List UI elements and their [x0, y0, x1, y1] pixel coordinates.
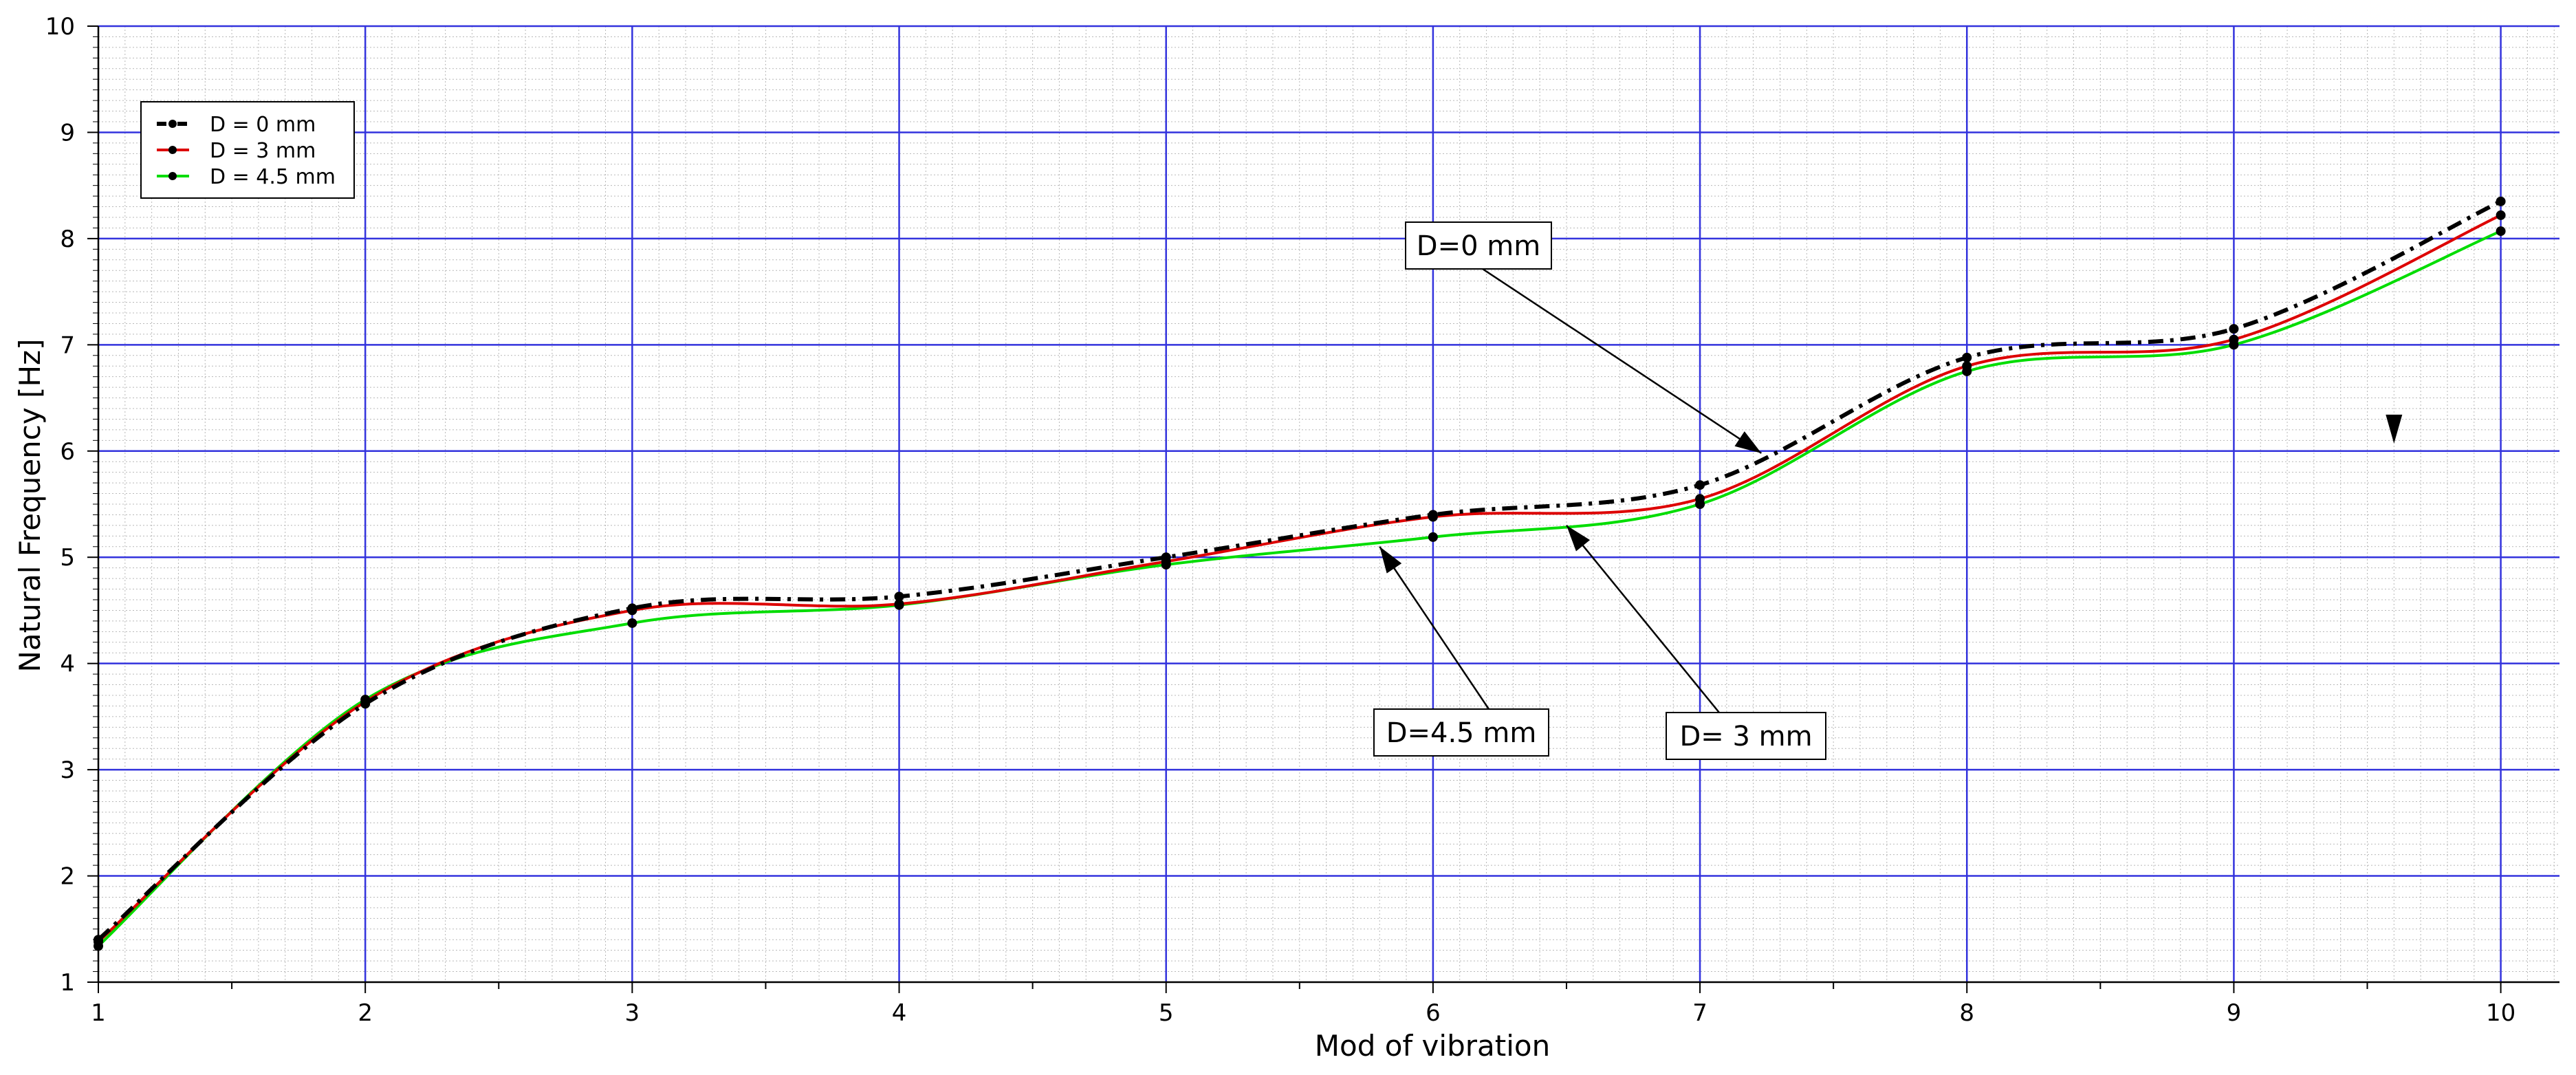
- data-point-s0: [1428, 510, 1438, 520]
- series-line-0: [97, 199, 2502, 942]
- x-tick-label: 9: [2227, 999, 2242, 1027]
- x-tick-label: 8: [1959, 999, 1974, 1027]
- annotations: D=0 mm D= 3 mm D=4.5 mm: [1373, 221, 2403, 760]
- x-tick-label: 3: [625, 999, 640, 1027]
- annotation-box: [1666, 712, 1826, 760]
- annotation-arrowhead: [1734, 431, 1762, 453]
- stray-triangle-marker: [2386, 414, 2403, 444]
- major-grid: [98, 25, 2559, 982]
- x-tick-label: 10: [2486, 999, 2515, 1027]
- series-lines: [94, 196, 2506, 951]
- data-point-s0: [2496, 196, 2506, 206]
- legend-label-d3: D = 3 mm: [210, 139, 316, 163]
- annotation-label: D= 3 mm: [1679, 721, 1812, 752]
- y-tick-label: 4: [60, 651, 75, 678]
- data-point-s0: [1962, 352, 1972, 362]
- legend: D = 0 mm D = 3 mm D = 4.5 mm: [140, 101, 355, 199]
- x-tick-label: 2: [358, 999, 373, 1027]
- y-tick-label: 1: [60, 969, 75, 997]
- y-tick-label: 10: [45, 13, 75, 41]
- legend-marker-d0: [168, 120, 177, 128]
- x-tick-label: 7: [1692, 999, 1707, 1027]
- tick-labels: 1 2 3 4 5 6 7 8 9 10 1 2 3 4 5 6 7 8 9 10: [45, 13, 2515, 1027]
- annotation-box: [1405, 221, 1552, 270]
- annotation-arrowhead: [1566, 525, 1591, 552]
- annotation-arrowhead: [1379, 546, 1402, 574]
- x-axis-title: Mod of vibration: [1315, 1029, 1550, 1063]
- annotation-arrow: [1379, 546, 1490, 710]
- data-point-s0: [2229, 324, 2239, 334]
- data-point-s1: [2229, 334, 2239, 345]
- axes: [87, 25, 2559, 993]
- data-point-s0: [894, 591, 904, 602]
- data-point-s2: [627, 618, 637, 628]
- y-tick-label: 9: [60, 119, 75, 146]
- data-point-s1: [1695, 494, 1705, 504]
- annotation-label: D=0 mm: [1417, 230, 1540, 262]
- data-point-s1: [894, 599, 904, 609]
- legend-label-d0: D = 0 mm: [210, 113, 316, 137]
- y-tick-label: 6: [60, 438, 75, 466]
- x-tick-label: 4: [892, 999, 907, 1027]
- y-tick-label: 3: [60, 757, 75, 784]
- annotation-box: [1373, 708, 1549, 757]
- y-tick-label: 8: [60, 226, 75, 253]
- x-tick-label: 1: [91, 999, 106, 1027]
- data-point-s0: [94, 935, 103, 945]
- data-point-s0: [1695, 480, 1705, 490]
- annotation-arrow: [1482, 268, 1762, 454]
- data-point-s1: [2496, 210, 2506, 220]
- y-tick-label: 5: [60, 544, 75, 572]
- x-tick-label: 6: [1426, 999, 1441, 1027]
- y-tick-label: 2: [60, 863, 75, 891]
- minor-grid: [98, 25, 2559, 983]
- legend-label-d45: D = 4.5 mm: [210, 165, 336, 189]
- legend-marker-d3: [168, 146, 177, 154]
- data-point-s2: [2496, 226, 2506, 237]
- y-axis-title: Natural Frequency [Hz]: [13, 339, 47, 673]
- data-point-s0: [627, 603, 637, 613]
- data-point-s0: [360, 699, 371, 709]
- data-point-s0: [1161, 552, 1171, 563]
- x-tick-label: 5: [1159, 999, 1174, 1027]
- annotation-label: D=4.5 mm: [1386, 717, 1537, 749]
- data-point-s2: [1428, 532, 1438, 542]
- legend-marker-d45: [168, 172, 177, 180]
- data-point-s1: [1962, 361, 1972, 371]
- y-tick-label: 7: [60, 332, 75, 359]
- annotation-arrow: [1566, 525, 1720, 713]
